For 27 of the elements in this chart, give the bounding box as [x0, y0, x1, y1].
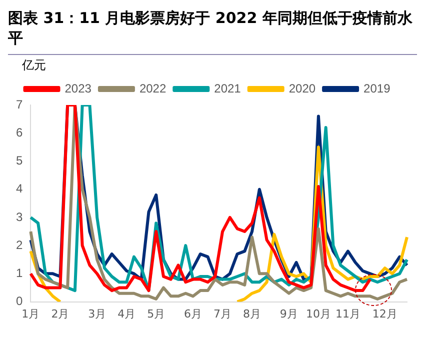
- x-tick-label: 4月: [118, 307, 136, 320]
- legend-label: 2021: [214, 81, 242, 96]
- y-tick-label: 4: [16, 182, 23, 196]
- legend-label: 2020: [288, 81, 316, 96]
- legend-label: 2023: [64, 81, 92, 96]
- x-tick-label: 7月: [214, 307, 232, 320]
- legend-label: 2022: [139, 81, 166, 96]
- y-tick-label: 2: [16, 238, 23, 252]
- x-tick-label: 3月: [88, 307, 106, 320]
- x-tick-label: 2月: [51, 307, 70, 320]
- y-axis-title: 亿元: [22, 57, 46, 74]
- y-tick-label: 5: [16, 154, 23, 168]
- x-tick-label: 10月: [306, 307, 331, 320]
- chart-title: 图表 31：11 月电影票房好于 2022 年同期但低于疫情前水平: [8, 8, 417, 55]
- y-tick-label: 6: [16, 125, 23, 140]
- x-tick-label: 5月: [147, 307, 166, 320]
- x-tick-label: 12月: [372, 307, 398, 320]
- x-tick-label: 11月: [335, 307, 360, 320]
- x-tick-label: 1月: [22, 307, 40, 320]
- y-tick-label: 0: [16, 294, 23, 308]
- y-tick-label: 1: [16, 266, 23, 280]
- x-tick-label: 9月: [280, 307, 298, 320]
- y-tick-label: 3: [16, 210, 23, 224]
- y-tick-label: 7: [16, 97, 23, 112]
- x-tick-label: 6月: [184, 307, 202, 320]
- legend-label: 2019: [364, 81, 391, 96]
- x-tick-label: 8月: [243, 307, 262, 320]
